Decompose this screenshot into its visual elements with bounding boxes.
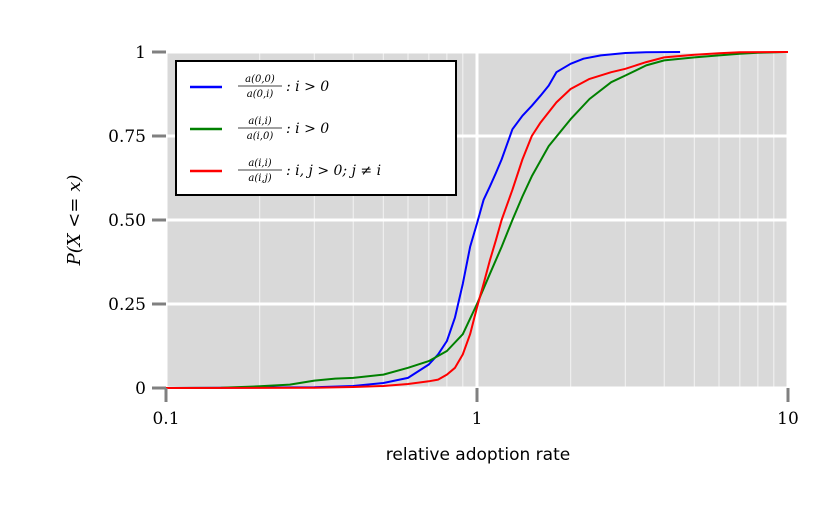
- y-tick-label: 0.50: [108, 211, 146, 231]
- y-tick-label: 0.75: [108, 127, 146, 147]
- legend-fraction-numerator: a(i,i): [248, 116, 271, 127]
- legend-fraction-numerator: a(0,0): [245, 74, 275, 85]
- series-line-3: [165, 51, 789, 389]
- y-tick-label: 0: [135, 379, 146, 399]
- legend-condition: : i, j > 0; j ≠ i: [286, 163, 381, 179]
- legend-condition: : i > 0: [286, 79, 329, 95]
- legend-fraction-denominator: a(i,0): [247, 131, 274, 142]
- legend-fraction-numerator: a(i,i): [248, 158, 271, 169]
- legend-box: [175, 60, 457, 196]
- x-tick-label: 0.1: [152, 409, 179, 429]
- x-tick-label: 1: [472, 409, 483, 429]
- x-axis-label: relative adoption rate: [386, 445, 570, 465]
- series-line-1: [165, 51, 681, 389]
- legend-fraction-denominator: a(0,i): [247, 89, 274, 100]
- y-tick-label: 1: [135, 43, 146, 63]
- series-line-2: [165, 51, 789, 389]
- legend-condition: : i > 0: [286, 121, 329, 137]
- legend-fraction-denominator: a(i,j): [248, 173, 271, 184]
- y-axis-label: P(X <= x): [64, 175, 85, 267]
- y-tick-label: 0.25: [108, 295, 146, 315]
- x-tick-label: 10: [777, 409, 799, 429]
